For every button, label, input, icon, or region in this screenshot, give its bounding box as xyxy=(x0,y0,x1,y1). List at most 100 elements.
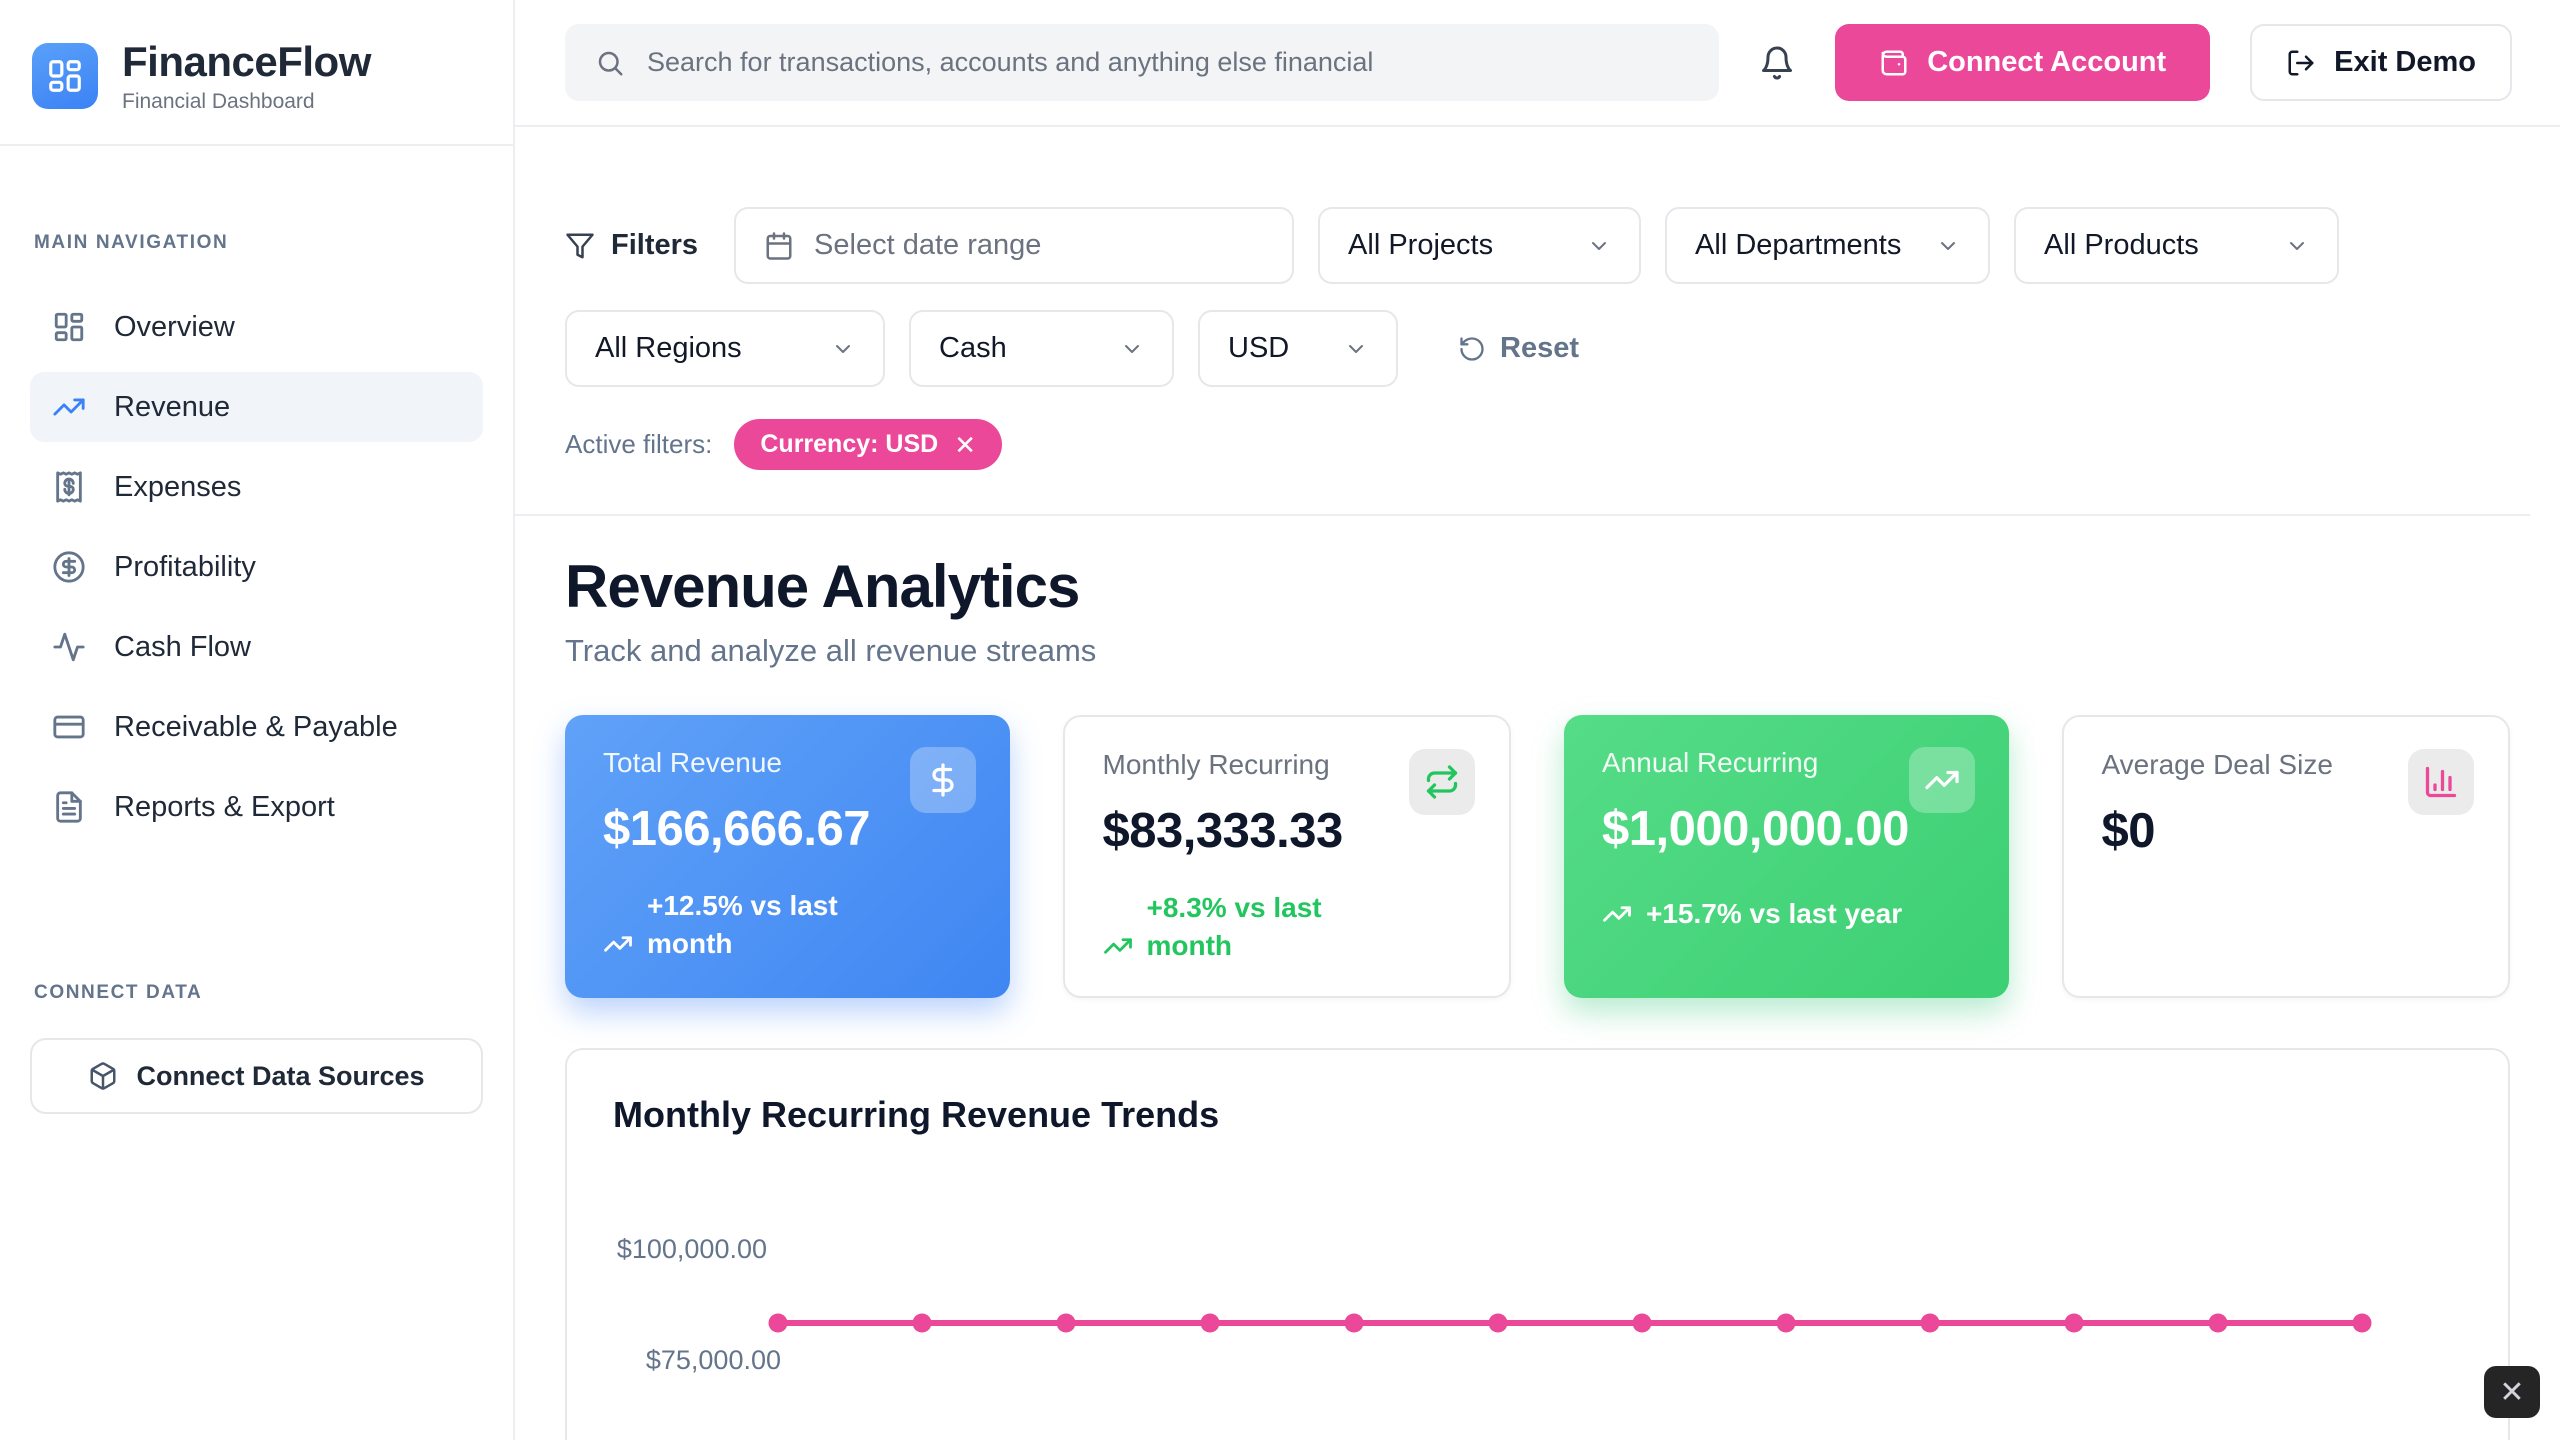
chip-label: Currency: USD xyxy=(760,430,939,458)
metric-value: $0 xyxy=(2101,804,2156,858)
connect-account-label: Connect Account xyxy=(1927,46,2167,78)
metric-card-average-deal-size: Average Deal Size $0 xyxy=(2061,715,2510,998)
sidebar-item-label: Revenue xyxy=(114,390,231,423)
products-select[interactable]: All Products xyxy=(2014,207,2340,284)
trending-up-icon xyxy=(53,398,85,416)
calendar-icon xyxy=(766,231,792,260)
departments-select[interactable]: All Departments xyxy=(1665,207,1991,284)
projects-select-value: All Projects xyxy=(1348,229,1494,261)
metric-value: $83,333.33 xyxy=(1102,804,1344,858)
mrr-trends-chart-card: Monthly Recurring Revenue Trends $100,00… xyxy=(565,1048,2510,1440)
connect-account-button[interactable]: Connect Account xyxy=(1835,24,2211,101)
sidebar-item-label: Profitability xyxy=(114,550,256,583)
regions-select-value: All Regions xyxy=(595,332,742,364)
connect-data-sources-label: Connect Data Sources xyxy=(136,1060,425,1091)
chevron-down-icon xyxy=(836,344,850,353)
sidebar-item-label: Expenses xyxy=(114,470,242,503)
page-subtitle: Track and analyze all revenue streams xyxy=(565,633,1097,668)
filters-panel: Filters All Projects All Departments xyxy=(515,127,2530,516)
package-icon xyxy=(90,1062,116,1090)
y-axis-tick: $75,000.00 xyxy=(645,1345,781,1375)
sidebar-item-expenses[interactable]: Expenses xyxy=(30,452,483,522)
reset-filters-button[interactable]: Reset xyxy=(1458,332,1579,365)
wallet-icon xyxy=(1881,50,1907,75)
currency-select-value: USD xyxy=(1228,332,1290,364)
accounting-basis-select[interactable]: Cash xyxy=(909,310,1174,387)
credit-card-icon xyxy=(53,715,85,739)
search-bar[interactable] xyxy=(565,24,1720,101)
accounting-basis-value: Cash xyxy=(939,332,1007,364)
notifications-bell-icon[interactable] xyxy=(1759,45,1795,81)
sidebar-item-label: Overview xyxy=(114,310,235,343)
sidebar-item-overview[interactable]: Overview xyxy=(30,292,483,362)
dollar-sign-icon xyxy=(909,747,976,813)
file-text-icon xyxy=(56,791,82,823)
active-filters-label: Active filters: xyxy=(565,429,713,459)
date-range-field[interactable] xyxy=(734,207,1295,284)
exit-demo-button[interactable]: Exit Demo xyxy=(2250,24,2512,101)
metric-value: $166,666.67 xyxy=(603,802,870,856)
chevron-down-icon xyxy=(2290,241,2305,250)
dollar-circle-icon xyxy=(53,551,85,583)
repeat-icon xyxy=(1409,749,1475,815)
sidebar-item-label: Reports & Export xyxy=(114,790,335,823)
sidebar-item-profitability[interactable]: Profitability xyxy=(30,532,483,602)
metric-value: $1,000,000.00 xyxy=(1602,802,1909,856)
search-icon xyxy=(598,51,623,75)
logout-icon xyxy=(2288,50,2314,75)
metric-card-total-revenue: Total Revenue $166,666.67 +12.5% vs last… xyxy=(565,715,1010,998)
bar-chart-icon xyxy=(2408,749,2474,815)
regions-select[interactable]: All Regions xyxy=(565,310,885,387)
chevron-down-icon xyxy=(1125,344,1139,353)
metric-label: Total Revenue xyxy=(603,747,783,778)
trend-up-icon xyxy=(1603,906,1631,922)
currency-select[interactable]: USD xyxy=(1198,310,1398,387)
remove-filter-icon[interactable]: ✕ xyxy=(954,429,976,460)
filters-heading: Filters xyxy=(565,229,698,262)
mrr-line-series xyxy=(768,1313,2372,1333)
sidebar-item-receivable-payable[interactable]: Receivable & Payable xyxy=(30,692,483,762)
metric-change: +15.7% vs last year xyxy=(1602,895,1971,933)
sidebar: FinanceFlow Financial Dashboard MAIN NAV… xyxy=(0,0,515,1440)
products-select-value: All Products xyxy=(2044,229,2199,261)
main-navigation: Overview Revenue Expenses Profitability … xyxy=(0,292,513,852)
exit-demo-label: Exit Demo xyxy=(2334,46,2476,78)
app-subtitle: Financial Dashboard xyxy=(122,90,315,113)
activity-icon xyxy=(53,632,85,662)
metric-card-annual-recurring: Annual Recurring $1,000,000.00 +15.7% vs… xyxy=(1564,715,2009,998)
departments-select-value: All Departments xyxy=(1695,229,1902,261)
sidebar-item-label: Cash Flow xyxy=(114,630,251,663)
search-input[interactable] xyxy=(647,47,1690,78)
close-overlay-button[interactable]: ✕ xyxy=(2484,1366,2540,1418)
page-title: Revenue Analytics xyxy=(565,553,1080,620)
app-logo-icon xyxy=(32,43,98,109)
nav-section-header: MAIN NAVIGATION xyxy=(34,232,229,253)
projects-select[interactable]: All Projects xyxy=(1318,207,1642,284)
chevron-down-icon xyxy=(1941,241,1956,250)
active-filter-chip-currency: Currency: USD ✕ xyxy=(734,419,1002,470)
y-axis-tick: $100,000.00 xyxy=(616,1234,767,1264)
sidebar-item-reports-export[interactable]: Reports & Export xyxy=(30,772,483,842)
filter-funnel-icon xyxy=(566,233,594,258)
chevron-down-icon xyxy=(1349,344,1363,353)
metric-cards-row: Total Revenue $166,666.67 +12.5% vs last… xyxy=(565,715,2510,998)
sidebar-item-cash-flow[interactable]: Cash Flow xyxy=(30,612,483,682)
date-range-input[interactable] xyxy=(814,229,1265,262)
line-chart-plot: $100,000.00 $75,000.00 $ xyxy=(567,1050,2508,1440)
metric-label: Average Deal Size xyxy=(2101,749,2333,780)
rotate-ccw-icon xyxy=(1460,336,1484,361)
receipt-icon xyxy=(56,471,82,503)
brand: FinanceFlow Financial Dashboard xyxy=(0,0,513,146)
app-title: FinanceFlow xyxy=(122,38,371,85)
topbar: Connect Account Exit Demo xyxy=(515,0,2560,127)
connect-data-sources-button[interactable]: Connect Data Sources xyxy=(30,1038,483,1114)
chevron-down-icon xyxy=(1592,241,1607,250)
dashboard-icon xyxy=(54,312,84,342)
metric-card-monthly-recurring: Monthly Recurring $83,333.33 +8.3% vs la… xyxy=(1062,715,1511,998)
metric-label: Annual Recurring xyxy=(1602,747,1819,778)
sidebar-item-revenue[interactable]: Revenue xyxy=(30,372,483,442)
trending-up-icon xyxy=(1908,747,1975,813)
chart-title: Monthly Recurring Revenue Trends xyxy=(613,1094,1220,1135)
trend-up-icon xyxy=(1103,937,1132,954)
